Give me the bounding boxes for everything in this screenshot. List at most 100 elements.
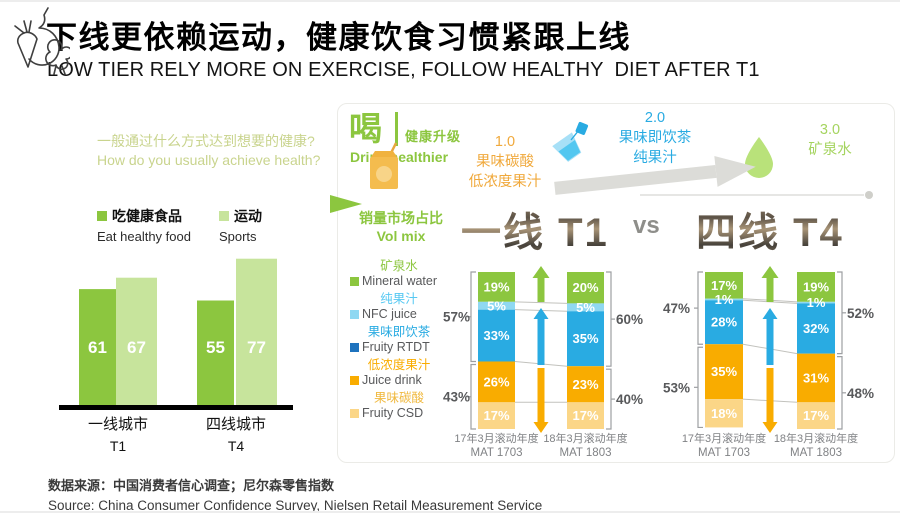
stacked-bar-segment — [797, 301, 835, 304]
chart-text: 28% — [711, 315, 737, 330]
chart-text: 19% — [483, 279, 509, 294]
beverage-legend-item: 果味碳酸 Fruity CSD — [344, 391, 454, 421]
stacked-bar-segment — [478, 309, 515, 362]
chart-text: 18年3月滚动年度 — [543, 431, 627, 445]
panel-arrow-triangle — [330, 195, 362, 213]
trend-arrow-up — [761, 266, 779, 302]
chart-text: 26% — [483, 374, 509, 389]
question-zh: 一般通过什么方式达到想要的健康? — [97, 133, 315, 149]
chart-text: 47% — [663, 301, 690, 316]
beverage-label-zh: 纯果汁 — [380, 292, 418, 306]
chart-text: 60% — [616, 312, 643, 327]
exercise-legend: 吃健康食品 Eat healthy food 运动 Sports — [97, 206, 262, 244]
volmix-label-zh: 销量市场占比 — [359, 210, 443, 226]
bar — [79, 289, 116, 405]
source-zh: 数据来源：中国消费者信心调查；尼尔森零售指数 — [48, 478, 335, 493]
source-note: 数据来源：中国消费者信心调查；尼尔森零售指数 Source: China Con… — [48, 475, 543, 513]
stage-2-number: 2.0 — [644, 110, 666, 126]
x-axis — [59, 405, 293, 410]
exercise-legend-item: 吃健康食品 Eat healthy food — [97, 206, 191, 244]
stage-1-number: 1.0 — [494, 134, 516, 150]
stacked-bar-segment — [705, 272, 743, 299]
chart-text: 57% — [443, 310, 470, 325]
beverage-legend-item: 矿泉水 Mineral water — [344, 259, 454, 289]
volmix-t1-chart: 19% 5% 33% 26% 17% 20% 5% 35% 23% 17% 57% 43% 60% 40%… — [436, 258, 646, 475]
beverage-label-en: Fruity RTDT — [344, 340, 454, 355]
question-en: How do you usually achieve health? — [97, 152, 321, 168]
stacked-bar-segment — [705, 300, 743, 345]
legend-swatch — [97, 211, 107, 221]
group-bracket — [470, 271, 476, 363]
beverage-legend: 矿泉水 Mineral water 纯果汁 NFC juice 果味即饮茶 Fruity … — [344, 259, 454, 424]
drink-subtitle-zh: 健康升级 — [405, 129, 462, 144]
stage-2: 2.0 果味即饮茶 纯果汁 — [593, 108, 717, 168]
chart-text: 5% — [576, 300, 595, 315]
stage-1: 1.0 果味碳酸 低浓度果汁 — [443, 132, 567, 192]
legend-label-zh: 吃健康食品 — [112, 208, 182, 224]
legend-swatch — [350, 376, 359, 385]
page-title: 下线更依赖运动，健康饮食习惯紧跟上线 — [46, 20, 631, 55]
chart-text: 35% — [711, 364, 737, 379]
trend-arrow-down — [762, 368, 778, 433]
trend-arrow-up — [762, 308, 778, 365]
stacked-bar-segment — [705, 344, 743, 400]
exercise-bar-chart: 61 67 55 77 一线城市 T1 四线城市 T4 — [50, 247, 300, 467]
drink-separator — [395, 112, 398, 146]
legend-swatch — [350, 310, 359, 319]
trend-arrow-down — [533, 368, 549, 433]
group-bracket — [606, 271, 612, 367]
chart-text: 5% — [487, 298, 506, 313]
source-en: Source: China Consumer Confidence Survey… — [48, 498, 543, 513]
group-bracket — [697, 346, 703, 429]
chart-text: 1% — [715, 292, 734, 307]
stage-3: 3.0 矿泉水 — [788, 120, 872, 160]
stage-2-line2: 纯果汁 — [633, 150, 677, 166]
legend-swatch — [350, 277, 359, 286]
upgrade-arrow-icon — [554, 156, 756, 195]
bar — [236, 258, 277, 405]
stacked-bar-segment — [478, 361, 515, 403]
chart-text: MAT 1803 — [790, 447, 842, 459]
page-subtitle: LOW TIER RELY MORE ON EXERCISE, FOLLOW H… — [47, 59, 760, 81]
exercise-legend-item: 运动 Sports — [218, 206, 262, 244]
chart-text: 19% — [803, 279, 829, 294]
chart-text: 61 — [88, 338, 107, 357]
chart-text: 32% — [803, 321, 829, 336]
legend-swatch — [350, 343, 359, 352]
stage-3-number: 3.0 — [819, 122, 841, 138]
stacked-bar-segment — [567, 272, 604, 304]
chart-text: MAT 1703 — [698, 447, 750, 459]
tier1-heading: 一线 T1 — [461, 200, 609, 258]
group-bracket — [837, 356, 843, 430]
stacked-bar-segment — [478, 272, 515, 302]
stage-1-line2: 低浓度果汁 — [468, 174, 542, 190]
beverage-legend-item: 果味即饮茶 Fruity RTDT — [344, 325, 454, 355]
volmix-label-en: Vol mix — [376, 228, 426, 244]
stacked-bar-segment — [567, 303, 604, 312]
legend-swatch — [350, 409, 359, 418]
stacked-bar-segment — [705, 399, 743, 428]
volmix-t4-chart: 17% 1% 28% 35% 18% 19% 1% 32% 31% 17% 47% 53% 52% 48%… — [648, 258, 888, 475]
volmix-label: 销量市场占比 Vol mix — [346, 209, 456, 245]
chart-text: 17年3月滚动年度 — [682, 431, 766, 445]
stage-2-line1: 果味即饮茶 — [618, 130, 692, 146]
stacked-bar-segment — [797, 402, 835, 429]
stage-3-line1: 矿泉水 — [808, 142, 852, 158]
stage-1-line1: 果味碳酸 — [476, 154, 534, 170]
chart-text: 52% — [847, 306, 874, 321]
stacked-bar-segment — [567, 366, 604, 403]
tea-glass-icon — [552, 121, 589, 162]
stacked-bar-segment — [797, 303, 835, 354]
group-bracket — [837, 271, 843, 355]
chart-text: T1 — [110, 438, 127, 454]
beverage-label-en: Mineral water — [344, 274, 454, 289]
group-bracket — [470, 363, 476, 430]
stacked-bar-segment — [478, 402, 515, 429]
vs-label: vs — [633, 212, 660, 239]
beverage-label-zh: 低浓度果汁 — [367, 358, 431, 372]
beverage-label-en: Juice drink — [344, 373, 454, 388]
tier4-heading: 四线 T4 — [696, 200, 844, 258]
beverage-label-zh: 矿泉水 — [380, 259, 418, 273]
chart-text: 43% — [443, 390, 470, 405]
bar — [197, 300, 234, 405]
